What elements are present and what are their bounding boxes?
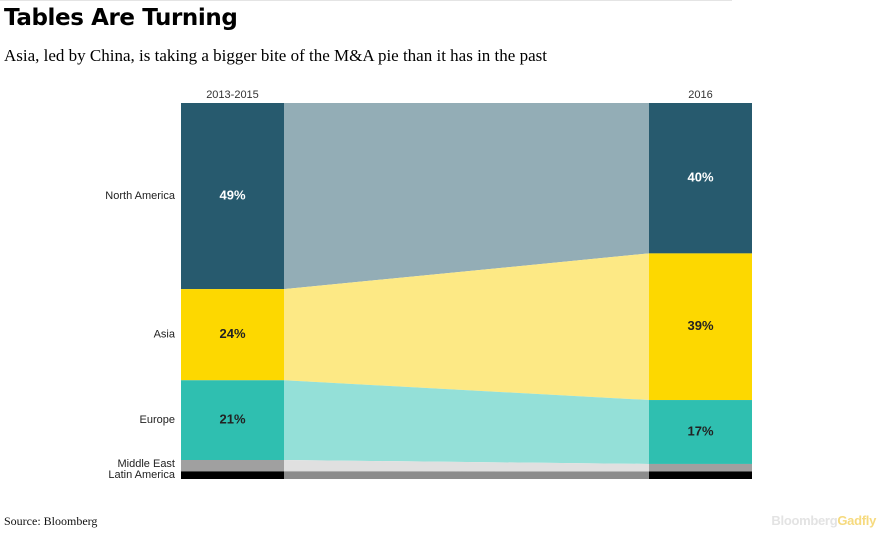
bar-left-middle-east bbox=[181, 460, 284, 472]
value-label-left-asia: 24% bbox=[219, 326, 245, 341]
logo-sub: Gadfly bbox=[837, 513, 876, 528]
bar-left-europe bbox=[181, 380, 284, 461]
flow-band-europe bbox=[284, 380, 649, 464]
source-note: Source: Bloomberg bbox=[4, 514, 98, 528]
value-label-right-north-america: 40% bbox=[687, 170, 713, 185]
bar-left-north-america bbox=[181, 103, 284, 290]
category-label-middle-east: Middle East bbox=[118, 458, 175, 470]
bar-right-north-america bbox=[649, 103, 752, 254]
stacked-bars bbox=[181, 103, 752, 479]
column-label-right: 2016 bbox=[688, 89, 712, 101]
bar-left-asia bbox=[181, 289, 284, 381]
flow-band-middle-east bbox=[284, 460, 649, 472]
bar-right-latin-america bbox=[649, 471, 752, 479]
value-label-left-north-america: 49% bbox=[219, 187, 245, 202]
logo-brand: Bloomberg bbox=[771, 513, 838, 528]
category-label-asia: Asia bbox=[154, 329, 176, 341]
chart-subtitle: Asia, led by China, is taking a bigger b… bbox=[4, 46, 547, 65]
bar-right-middle-east bbox=[649, 463, 752, 472]
column-label-left: 2013-2015 bbox=[206, 89, 259, 101]
category-label-north-america: North America bbox=[105, 190, 176, 202]
bar-right-asia bbox=[649, 253, 752, 401]
gadfly-logo: BloombergGadfly bbox=[771, 513, 876, 528]
top-rule bbox=[0, 0, 732, 1]
flow-band-north-america bbox=[284, 103, 649, 290]
category-label-europe: Europe bbox=[140, 414, 175, 426]
flow-bands bbox=[284, 103, 649, 479]
category-label-latin-america: Latin America bbox=[108, 469, 176, 481]
flow-band-asia bbox=[284, 253, 649, 401]
flow-band-latin-america bbox=[284, 471, 649, 479]
bar-left-latin-america bbox=[181, 471, 284, 479]
value-label-right-europe: 17% bbox=[687, 423, 713, 438]
value-label-left-europe: 21% bbox=[219, 412, 245, 427]
chart-labels: North America 49% 40% Asia 24% 39% Europe 21% 17… bbox=[105, 89, 714, 481]
bar-right-europe bbox=[649, 400, 752, 464]
chart-title: Tables Are Turning bbox=[4, 5, 238, 31]
value-label-right-asia: 39% bbox=[687, 318, 713, 333]
